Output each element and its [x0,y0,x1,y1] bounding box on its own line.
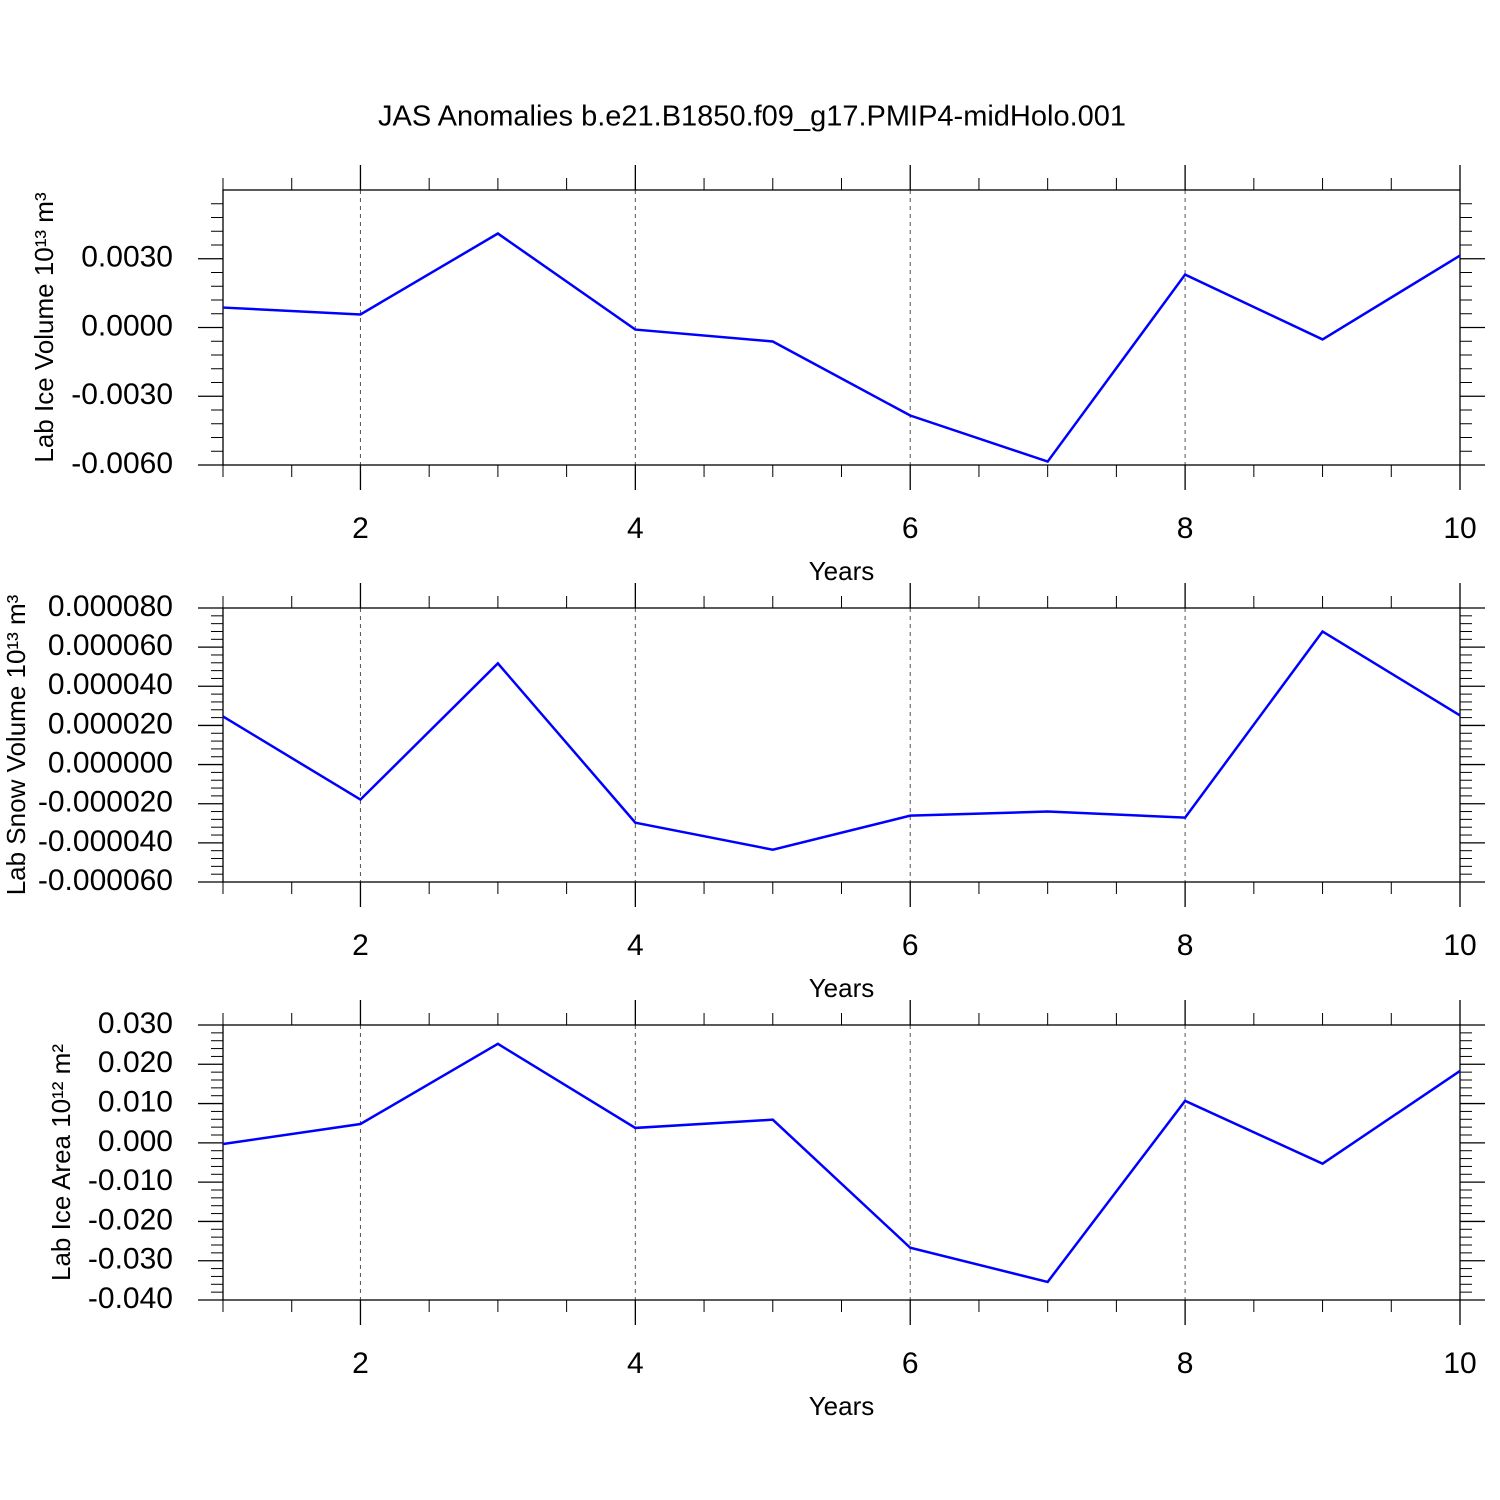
y-tick-label: 0.020 [98,1046,173,1079]
x-tick-label: 6 [902,512,919,545]
x-tick-label: 2 [352,512,369,545]
y-tick-label: 0.030 [98,1007,173,1040]
y-tick-label: -0.000040 [38,825,173,858]
y-axis-label: Lab Ice Area 10¹² m² [46,1044,76,1281]
x-tick-label: 10 [1443,512,1476,545]
x-tick-label: 6 [902,1347,919,1380]
x-tick-label: 10 [1443,929,1476,962]
y-tick-label: -0.040 [88,1282,173,1315]
data-line [222,629,1461,851]
y-tick-label: 0.000 [98,1125,173,1158]
x-tick-label: 2 [352,929,369,962]
x-tick-label: 4 [627,929,644,962]
figure-title: JAS Anomalies b.e21.B1850.f09_g17.PMIP4-… [378,101,1126,133]
x-tick-label: 8 [1177,512,1194,545]
y-tick-label: 0.000020 [48,707,173,740]
data-line [222,1042,1461,1284]
plot-frame [222,1024,1461,1301]
y-tick-label: 0.000040 [48,668,173,701]
x-tick-label: 4 [627,512,644,545]
x-axis-label: Years [809,1391,875,1421]
plot-frame [222,607,1461,883]
y-tick-label: -0.0060 [71,447,173,480]
x-axis-label: Years [809,556,875,586]
y-tick-label: -0.0030 [71,378,173,411]
y-tick-label: 0.000060 [48,629,173,662]
y-tick-label: 0.000000 [48,746,173,779]
y-tick-label: -0.020 [88,1203,173,1236]
y-tick-label: -0.000060 [38,864,173,897]
y-tick-label: 0.0000 [81,309,173,342]
y-tick-label: -0.010 [88,1164,173,1197]
y-tick-label: 0.000080 [48,590,173,623]
y-axis-label: Lab Ice Volume 10¹³ m³ [29,192,59,463]
x-axis-label: Years [809,973,875,1003]
y-tick-label: -0.000020 [38,786,173,819]
x-tick-label: 10 [1443,1347,1476,1380]
data-line [222,232,1461,464]
x-tick-label: 8 [1177,1347,1194,1380]
y-axis-label: Lab Snow Volume 10¹³ m³ [1,594,31,895]
y-tick-label: -0.030 [88,1243,173,1276]
x-tick-label: 4 [627,1347,644,1380]
x-tick-label: 2 [352,1347,369,1380]
x-tick-label: 6 [902,929,919,962]
y-tick-label: 0.0030 [81,241,173,274]
x-tick-label: 8 [1177,929,1194,962]
y-tick-label: 0.010 [98,1085,173,1118]
plot-frame [222,189,1461,466]
